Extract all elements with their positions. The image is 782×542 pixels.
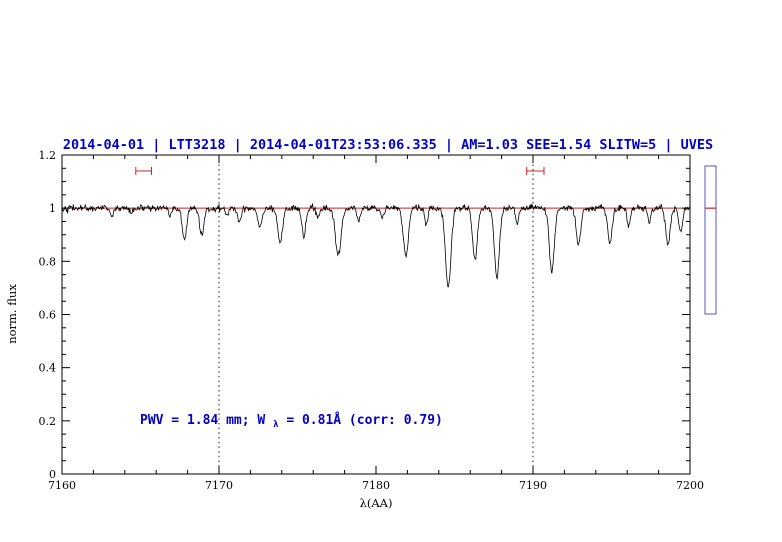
y-tick-label: 0.6 — [39, 309, 57, 322]
x-axis-label: λ(AA) — [360, 496, 393, 510]
pwv-annotation-text: PWV = 1.84 mm; W — [140, 413, 265, 428]
pwv-annotation: PWV = 1.84 mm; W λ = 0.81Å (corr: 0.79) — [140, 412, 443, 431]
interval-marker-group — [135, 166, 545, 175]
interval-marker — [135, 166, 152, 175]
chart-layers: 7160 7170 7180 7190 7200 0 0.2 0.4 0.6 0.8 1 1.2 — [39, 149, 717, 492]
x-tick-label: 7200 — [676, 479, 704, 492]
tick-group — [61, 154, 691, 475]
pwv-annotation-text-2: = 0.81Å (corr: 0.79) — [286, 412, 443, 428]
y-tick-label: 0 — [49, 468, 56, 481]
y-axis-label: norm. flux — [5, 284, 19, 344]
y-tick-label: 0.4 — [39, 362, 57, 375]
x-tick-label: 7190 — [519, 479, 547, 492]
x-tick-label: 7170 — [205, 479, 233, 492]
x-tick-label: 7160 — [48, 479, 76, 492]
y-tick-label: 1.2 — [39, 149, 57, 162]
side-indicator — [704, 165, 717, 315]
y-tick-label: 0.8 — [39, 255, 57, 268]
side-indicator-box — [704, 165, 717, 315]
x-tick-label: 7180 — [362, 479, 390, 492]
tick-label-group: 7160 7170 7180 7190 7200 0 0.2 0.4 0.6 0.8 1 1.2 — [39, 149, 705, 492]
interval-marker — [526, 166, 545, 175]
chart-title: 2014-04-01 | LTT3218 | 2014-04-01T23:53:… — [63, 137, 713, 153]
lambda-subscript: λ — [273, 420, 279, 430]
spectrum-trace — [61, 203, 691, 288]
y-tick-label: 0.2 — [39, 415, 57, 428]
y-tick-label: 1 — [49, 202, 56, 215]
